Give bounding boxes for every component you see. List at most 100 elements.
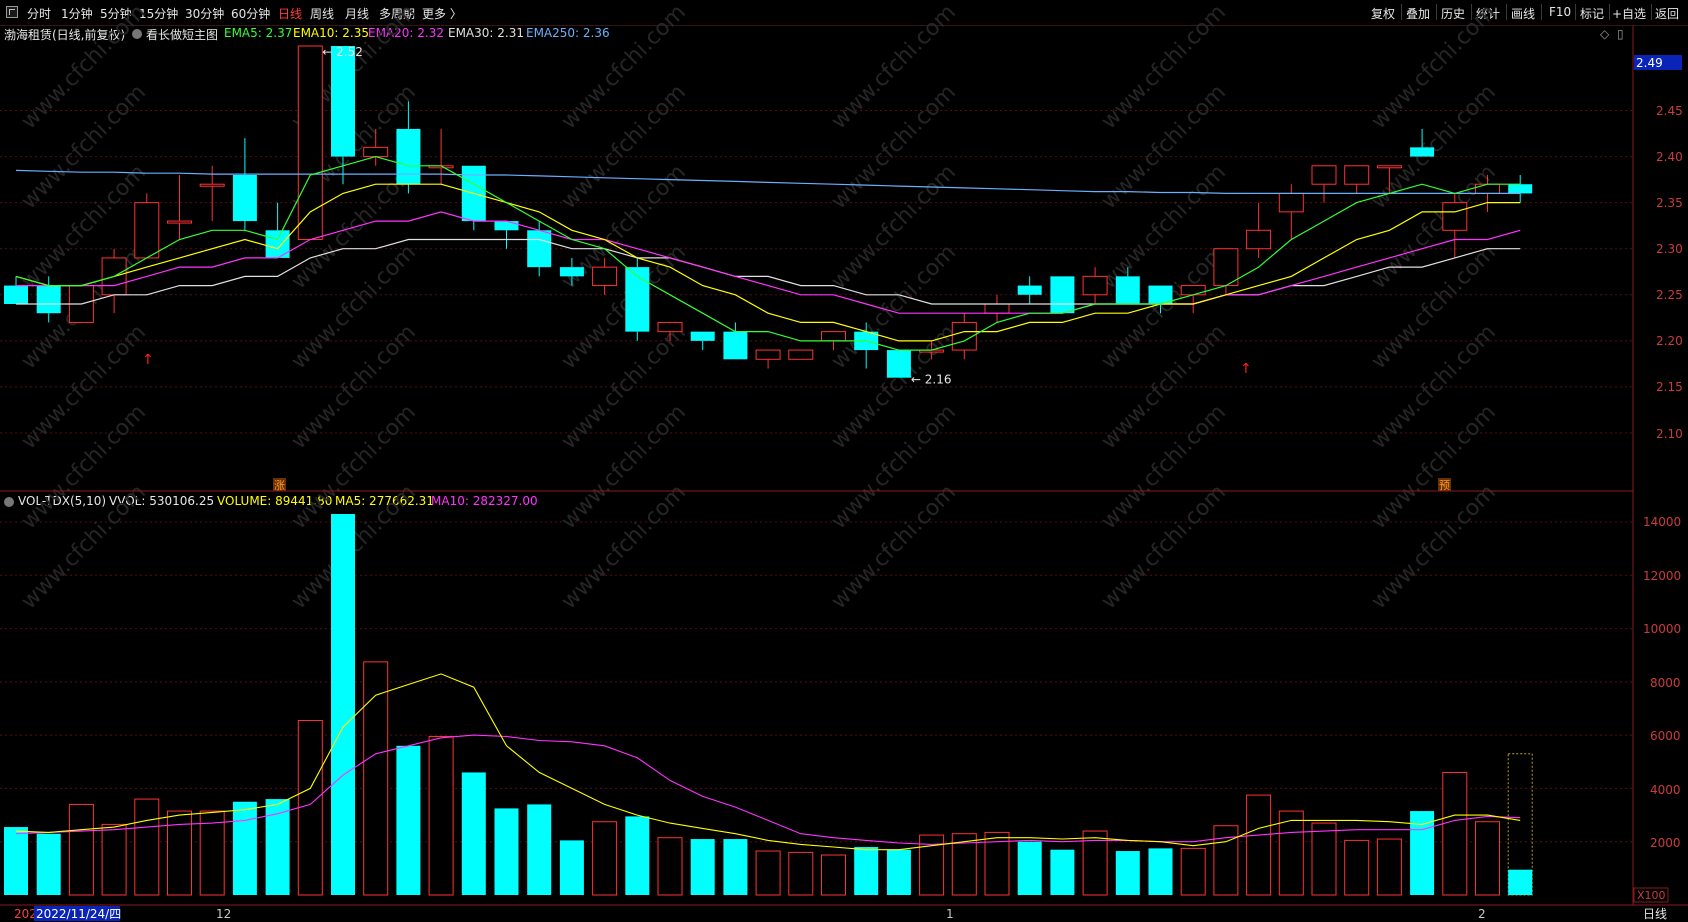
tab-weekly[interactable]: 周线 (310, 7, 335, 21)
vol_ma10-line (15, 734, 1521, 845)
price-tick: 2.15 (1656, 380, 1683, 394)
candle-body (167, 220, 192, 224)
vol-indicator-label[interactable]: VOL-TDX(5,10) (18, 494, 107, 508)
volume-bar (68, 803, 94, 896)
candle-body (886, 350, 911, 378)
candle-body (592, 266, 618, 287)
volume-bar (1311, 822, 1337, 896)
ema10-label: EMA10: 2.35 (293, 26, 369, 40)
candle-body (36, 285, 61, 314)
volume-bar (297, 719, 323, 896)
volume-bar (1148, 848, 1173, 895)
candle-body (134, 202, 160, 259)
mark-button[interactable]: 标记 (1580, 7, 1605, 21)
candle-body (1508, 184, 1533, 194)
volume-bar (1442, 771, 1468, 896)
candle-body (788, 349, 814, 360)
candlestick-series[interactable] (4, 45, 1533, 378)
ema20-label: EMA20: 2.32 (368, 26, 444, 40)
candle-body (396, 128, 421, 185)
candle-body (494, 221, 519, 231)
volume-bars[interactable] (4, 514, 1533, 896)
volume-axis: 14000 12000 10000 8000 6000 4000 2000 X1… (1633, 515, 1681, 903)
price-tag: 2.49 (1636, 56, 1663, 70)
ema250-line (15, 169, 1521, 194)
period-button[interactable]: 日线 (1643, 907, 1667, 921)
tab-5min[interactable]: 5分钟 (100, 7, 132, 21)
volume-bar (331, 514, 355, 895)
volume-tick: 6000 (1650, 729, 1681, 743)
volume-tick: 14000 (1643, 515, 1681, 529)
tab-1min[interactable]: 1分钟 (61, 7, 93, 21)
ema30-label: EMA30: 2.31 (448, 26, 524, 40)
ema5-line (15, 155, 1521, 351)
rise-badge: 涨 (274, 479, 285, 492)
candle-body (984, 303, 1010, 314)
candle-body (4, 285, 28, 304)
volume-tick: 10000 (1643, 622, 1681, 636)
volume-bar (494, 808, 519, 895)
volume-unit: X100 (1637, 889, 1666, 902)
candle-body (1410, 147, 1435, 157)
volume-bar (1213, 825, 1239, 896)
tab-intraday[interactable]: 分时 (27, 7, 52, 21)
up-arrow-icon: ↑ (1240, 361, 1252, 377)
indicator-name[interactable]: 看长做短主图 (146, 28, 219, 42)
date-label: 1 (946, 907, 954, 921)
up-arrow-icon: ↑ (142, 352, 154, 368)
volume-bar (396, 745, 421, 895)
candle-body (1050, 276, 1075, 314)
candle-body (1278, 192, 1304, 213)
draw-line-button[interactable]: 画线 (1511, 7, 1536, 21)
candle-body (1475, 183, 1500, 194)
volume-bar (1508, 869, 1533, 895)
candle-body (657, 321, 683, 333)
price-tick: 2.30 (1656, 242, 1683, 256)
tab-monthly[interactable]: 月线 (345, 7, 370, 21)
candle-body (1344, 165, 1370, 185)
volume-bar (4, 827, 28, 895)
statistics-button[interactable]: 统计 (1476, 7, 1501, 21)
volume-bar (559, 840, 584, 895)
candle-body (331, 46, 355, 157)
price-tick: 2.10 (1656, 427, 1683, 441)
add-watchlist-button[interactable]: +自选 (1612, 7, 1647, 21)
vol-ma5-label: MA5: 277662.31 (335, 494, 434, 508)
tab-more[interactable]: 更多 〉 (422, 7, 462, 21)
watermark-layer: www.cfchi.com www.cfchi.com www.cfchi.com w… (17, 0, 1501, 614)
volume-bar (690, 839, 715, 895)
panel-toggle-icon[interactable]: ▯ (1617, 27, 1624, 41)
f10-button[interactable]: F10 (1549, 5, 1572, 19)
ema10-line (15, 183, 1521, 342)
history-button[interactable]: 历史 (1441, 7, 1466, 21)
candle-body (1442, 202, 1468, 231)
menu-icon[interactable] (6, 6, 18, 18)
volume-bar (723, 839, 748, 895)
candle-body (1148, 285, 1173, 304)
volume-bar (1115, 851, 1140, 895)
tab-15min[interactable]: 15分钟 (139, 7, 179, 21)
annotations: ← 2.52 ← 2.16 ↑ ↑ 涨 预 (142, 45, 1451, 492)
date-label: 12 (216, 907, 231, 921)
tab-60min[interactable]: 60分钟 (231, 7, 271, 21)
restore-rights-button[interactable]: 复权 (1371, 7, 1396, 21)
back-button[interactable]: 返回 (1655, 7, 1680, 21)
candle-body (1376, 165, 1402, 169)
volume-bar (232, 801, 257, 895)
tab-daily[interactable]: 日线 (278, 7, 303, 21)
volume-bar (101, 823, 127, 896)
volume-bar (363, 661, 389, 896)
indicator-dropdown-icon[interactable] (132, 29, 142, 39)
volume-dropdown-icon[interactable] (4, 497, 14, 507)
overlay-button[interactable]: 叠加 (1406, 7, 1431, 21)
candle-body (1246, 229, 1272, 250)
volume-bar (1246, 794, 1272, 896)
tab-multi-period[interactable]: 多周期 (379, 7, 416, 21)
forecast-badge-bg (1438, 478, 1451, 491)
volume-bar (592, 821, 618, 896)
tab-30min[interactable]: 30分钟 (185, 7, 225, 21)
volume-bar (951, 833, 977, 896)
diamond-icon[interactable]: ◇ (1600, 27, 1610, 41)
candle-body (1311, 165, 1337, 185)
